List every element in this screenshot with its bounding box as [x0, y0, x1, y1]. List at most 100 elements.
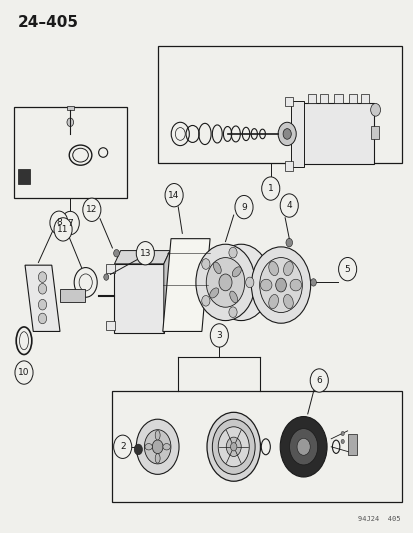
Ellipse shape [260, 279, 271, 291]
Text: 4: 4 [286, 201, 291, 210]
Circle shape [340, 431, 344, 435]
Circle shape [289, 429, 317, 465]
Circle shape [206, 413, 260, 481]
Circle shape [212, 419, 254, 474]
Bar [347, 433, 356, 455]
Circle shape [38, 284, 47, 294]
Bar [60, 289, 84, 302]
Text: 7: 7 [67, 219, 73, 228]
Circle shape [15, 361, 33, 384]
Circle shape [152, 440, 163, 454]
Bar [301, 103, 373, 165]
Polygon shape [25, 265, 60, 332]
Ellipse shape [155, 431, 160, 440]
Ellipse shape [229, 291, 237, 303]
Circle shape [144, 430, 171, 464]
Ellipse shape [290, 279, 301, 291]
Bar [114, 264, 164, 333]
Text: 13: 13 [139, 249, 151, 258]
Circle shape [338, 257, 356, 281]
Circle shape [201, 259, 209, 269]
Circle shape [218, 274, 231, 291]
Text: 24–405: 24–405 [18, 14, 78, 30]
Text: 5: 5 [344, 265, 350, 273]
Bar [157, 46, 401, 163]
Circle shape [285, 238, 292, 247]
Circle shape [67, 118, 74, 126]
Circle shape [136, 241, 154, 265]
Circle shape [370, 103, 380, 116]
Text: 3: 3 [216, 331, 222, 340]
Circle shape [54, 217, 72, 241]
Circle shape [280, 417, 326, 477]
Text: 94J24  405: 94J24 405 [357, 516, 399, 522]
Circle shape [206, 257, 244, 307]
Circle shape [310, 279, 316, 286]
Text: 1: 1 [267, 184, 273, 193]
Bar [18, 169, 30, 184]
Circle shape [83, 198, 101, 221]
Circle shape [261, 177, 279, 200]
Circle shape [134, 444, 142, 455]
Text: 6: 6 [316, 376, 321, 385]
Circle shape [245, 277, 253, 288]
Ellipse shape [268, 262, 278, 276]
Bar [370, 126, 378, 139]
Polygon shape [162, 239, 209, 332]
Ellipse shape [268, 295, 278, 309]
Text: 9: 9 [240, 203, 246, 212]
Circle shape [230, 442, 236, 451]
Circle shape [61, 212, 79, 235]
Ellipse shape [283, 262, 292, 276]
Bar [106, 264, 115, 273]
Text: 14: 14 [168, 191, 179, 200]
Circle shape [211, 244, 270, 320]
Text: 2: 2 [120, 442, 125, 451]
Circle shape [275, 278, 286, 292]
Bar [106, 320, 115, 330]
Ellipse shape [155, 454, 160, 463]
Circle shape [259, 257, 301, 312]
Circle shape [114, 249, 119, 257]
Text: 10: 10 [18, 368, 30, 377]
Circle shape [309, 369, 328, 392]
Circle shape [228, 307, 237, 318]
Polygon shape [164, 251, 170, 333]
Circle shape [251, 247, 310, 323]
Circle shape [50, 211, 68, 235]
Text: 11: 11 [57, 225, 69, 234]
Circle shape [104, 274, 109, 280]
Circle shape [136, 419, 178, 474]
Circle shape [278, 122, 296, 146]
Bar [291, 101, 303, 167]
Bar [334, 94, 342, 103]
Circle shape [218, 427, 249, 467]
Circle shape [38, 300, 47, 310]
Bar [285, 96, 292, 106]
Bar [67, 106, 74, 110]
Polygon shape [114, 251, 170, 264]
Circle shape [38, 313, 47, 324]
Circle shape [201, 295, 209, 306]
Circle shape [225, 437, 241, 456]
Text: 12: 12 [86, 205, 97, 214]
Circle shape [282, 128, 291, 139]
Circle shape [165, 183, 183, 207]
Circle shape [38, 272, 47, 282]
Circle shape [228, 247, 237, 258]
Circle shape [114, 435, 131, 458]
Ellipse shape [232, 267, 241, 277]
Bar [112, 391, 401, 503]
Circle shape [195, 244, 254, 320]
Circle shape [340, 439, 344, 443]
Bar [360, 94, 368, 103]
Circle shape [210, 324, 228, 347]
Ellipse shape [163, 443, 170, 450]
Circle shape [297, 438, 309, 455]
Bar [307, 94, 315, 103]
Circle shape [235, 196, 252, 219]
Bar [14, 108, 126, 198]
Bar [285, 161, 292, 171]
Ellipse shape [283, 295, 292, 309]
Text: 8: 8 [56, 218, 62, 227]
